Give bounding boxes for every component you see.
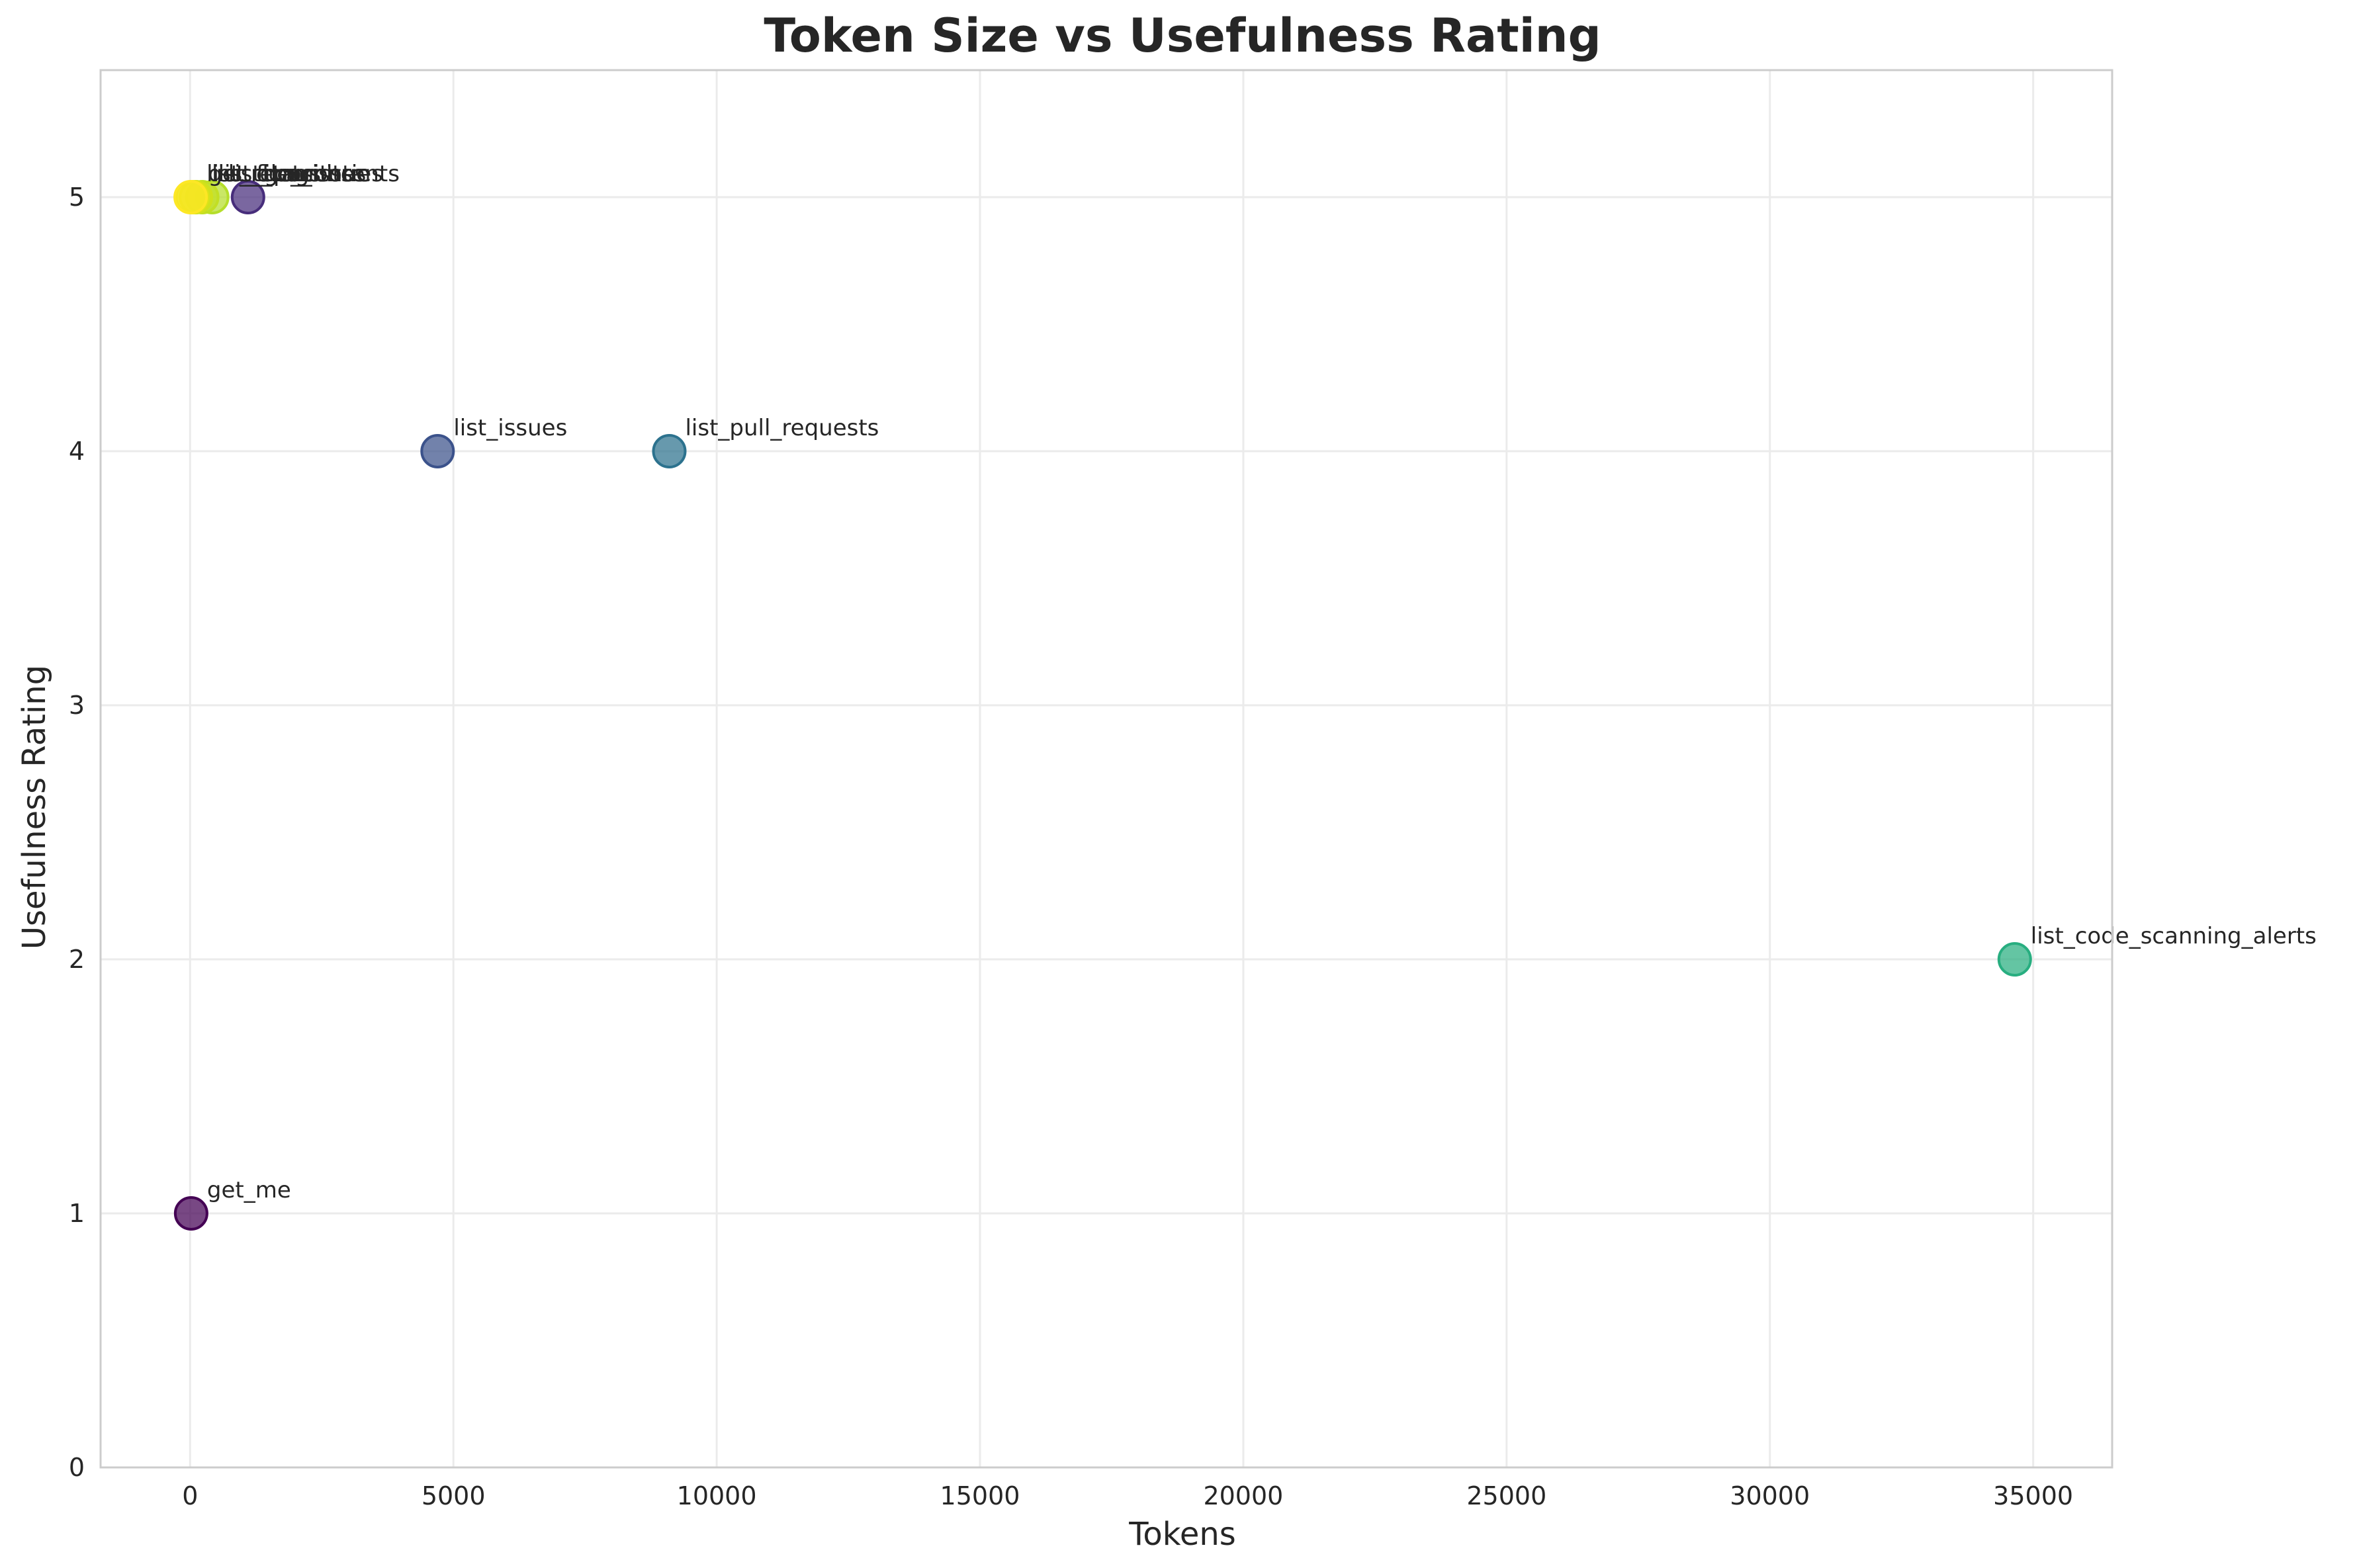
x-tick-label: 20000 [1203, 1481, 1283, 1510]
grid-lines [101, 70, 2112, 1469]
chart-title: Token Size vs Usefulness Rating [764, 9, 1601, 63]
overlapping-point-label: list_repositories [206, 161, 383, 187]
overlapping-point-label: get_issue [264, 161, 370, 187]
y-tick-label: 1 [69, 1199, 85, 1228]
data-point [230, 180, 265, 214]
y-tick-label: 4 [69, 437, 85, 466]
point-label: list_issues [453, 415, 567, 441]
data-point [420, 434, 455, 468]
point-label: list_code_scanning_alerts [2031, 923, 2317, 949]
point-label: list_pull_requests [685, 415, 879, 441]
overlapping-point-label: list_branches [218, 161, 367, 187]
x-tick-label: 35000 [1993, 1481, 2073, 1510]
x-tick-label: 25000 [1466, 1481, 1546, 1510]
data-point [173, 180, 208, 214]
data-point [652, 434, 687, 468]
y-axis-label: Usefulness Rating [16, 665, 53, 949]
x-axis-label: Tokens [1128, 1516, 1236, 1553]
tick-labels: 0 5000 10000 15000 20000 25000 30000 35000 0 1 2 3 4… [69, 183, 2073, 1510]
y-tick-label: 0 [69, 1453, 85, 1482]
x-tick-label: 30000 [1730, 1481, 1810, 1510]
point-label: get_me [207, 1177, 291, 1203]
y-tick-label: 2 [69, 945, 85, 974]
x-tick-label: 15000 [940, 1481, 1020, 1510]
data-point [173, 1196, 208, 1231]
overlapping-point-label: list_tags [228, 161, 321, 187]
overlapping-point-label: list_commits [212, 161, 353, 187]
x-tick-label: 5000 [422, 1481, 486, 1510]
plot-frame [99, 69, 2113, 1469]
y-tick-label: 3 [69, 691, 85, 720]
data-points [173, 180, 2032, 1231]
data-point [1997, 942, 2032, 977]
x-tick-label: 10000 [677, 1481, 757, 1510]
overlapping-point-label: get_file_contents [208, 161, 400, 187]
x-tick-label: 0 [182, 1481, 198, 1510]
y-tick-label: 5 [69, 183, 85, 212]
point-labels: get_me list_issues list_pull_requests list_… [206, 161, 2317, 1203]
